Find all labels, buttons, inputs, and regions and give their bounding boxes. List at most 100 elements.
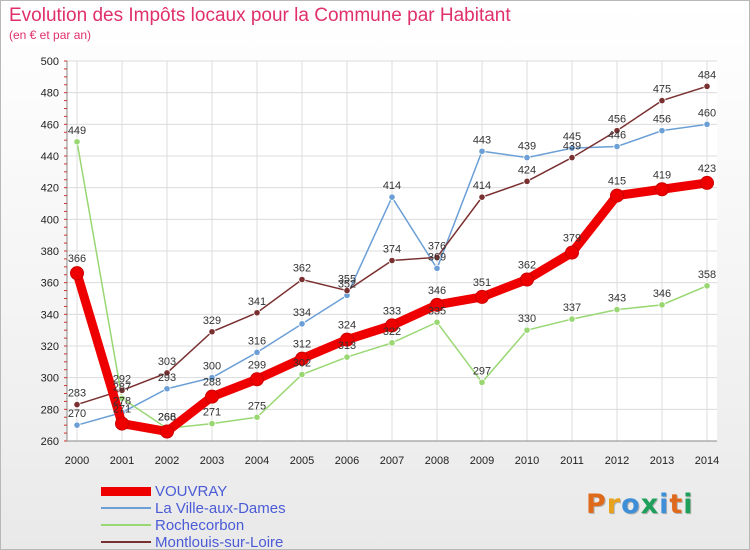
data-label: 414 [473,180,491,192]
data-point [208,374,216,382]
legend-label: VOUVRAY [155,483,228,500]
x-tick-label: 2014 [695,455,719,467]
data-point [70,266,84,281]
data-point [478,193,486,201]
x-tick-label: 2000 [65,455,89,467]
data-label: 299 [248,359,266,371]
data-point [658,301,666,309]
data-point [253,413,261,421]
data-point [250,372,264,387]
y-tick-label: 280 [41,404,59,416]
data-label: 293 [158,372,176,384]
data-point [253,348,261,356]
data-label: 374 [383,244,401,256]
legend-label: La Ville-aux-Dames [155,500,286,517]
data-point [343,286,351,295]
data-point [613,127,621,135]
data-label: 456 [653,114,671,126]
data-point [163,385,171,393]
data-point [703,282,711,290]
legend-swatch [101,524,151,526]
data-label: 275 [248,400,266,412]
data-label: 358 [698,269,716,281]
x-tick-label: 2011 [560,455,584,467]
x-tick-label: 2003 [200,455,224,467]
x-tick-label: 2009 [470,455,494,467]
data-point [610,188,624,203]
y-tick-label: 260 [41,436,59,448]
data-label: 324 [338,320,356,332]
data-label: 297 [473,365,491,377]
data-label: 362 [293,263,311,275]
data-point [163,369,171,377]
x-tick-label: 2005 [290,455,314,467]
data-point [388,339,396,347]
data-point [160,424,174,439]
y-tick-label: 440 [41,151,59,163]
x-tick-label: 2004 [245,455,269,467]
y-tick-label: 300 [41,373,59,385]
data-label: 362 [518,260,536,272]
data-label: 351 [473,277,491,289]
data-label: 329 [203,315,221,327]
x-tick-label: 2006 [335,455,359,467]
data-label: 283 [68,388,86,400]
data-label: 266 [158,412,176,424]
data-point [385,318,399,333]
data-point [475,289,489,304]
data-label: 346 [653,288,671,300]
data-label: 278 [113,396,131,408]
series-montlouis-sur-loire [73,82,711,409]
data-label: 312 [293,339,311,351]
data-point [205,389,219,404]
data-label: 475 [653,84,671,96]
data-point [520,272,534,287]
data-label: 322 [383,326,401,338]
data-point [298,370,306,379]
data-label: 446 [608,130,626,142]
x-tick-label: 2013 [650,455,674,467]
data-point [343,353,351,361]
data-label: 366 [68,253,86,265]
data-label: 341 [248,296,266,308]
data-label: 352 [338,278,356,290]
y-tick-label: 340 [41,309,59,321]
y-tick-label: 480 [41,88,59,100]
legend-label: Rochecorbon [155,517,245,534]
data-label: 271 [113,404,131,416]
data-label: 313 [338,340,356,352]
data-label: 376 [428,240,446,252]
data-point [433,318,441,326]
data-point [298,320,306,328]
x-tick-label: 2010 [515,455,539,467]
y-tick-label: 460 [41,119,59,131]
data-label: 303 [158,356,176,368]
data-point [208,419,216,428]
data-label: 330 [518,313,536,325]
y-tick-label: 360 [41,278,59,290]
proxiti-logo: Proxiti [586,489,694,520]
x-tick-label: 2007 [380,455,404,467]
data-label: 292 [113,373,131,385]
x-tick-label: 2008 [425,455,449,467]
data-point [73,400,81,409]
series-vouvray [70,175,714,439]
legend-label: Montlouis-sur-Loire [155,534,284,550]
data-label: 443 [473,134,491,146]
data-label: 449 [68,125,86,137]
series-la-ville-aux-dames [73,120,711,429]
data-label: 287 [113,381,131,393]
data-label: 271 [203,407,221,419]
data-point [568,144,576,152]
data-label: 439 [563,141,581,153]
data-label: 337 [563,302,581,314]
data-label: 423 [698,163,716,175]
chart-subtitle: (en € et par an) [9,28,92,42]
data-label: 415 [608,176,626,188]
data-point [433,253,441,261]
y-tick-label: 380 [41,246,59,258]
data-point [208,328,216,336]
data-label: 333 [383,305,401,317]
